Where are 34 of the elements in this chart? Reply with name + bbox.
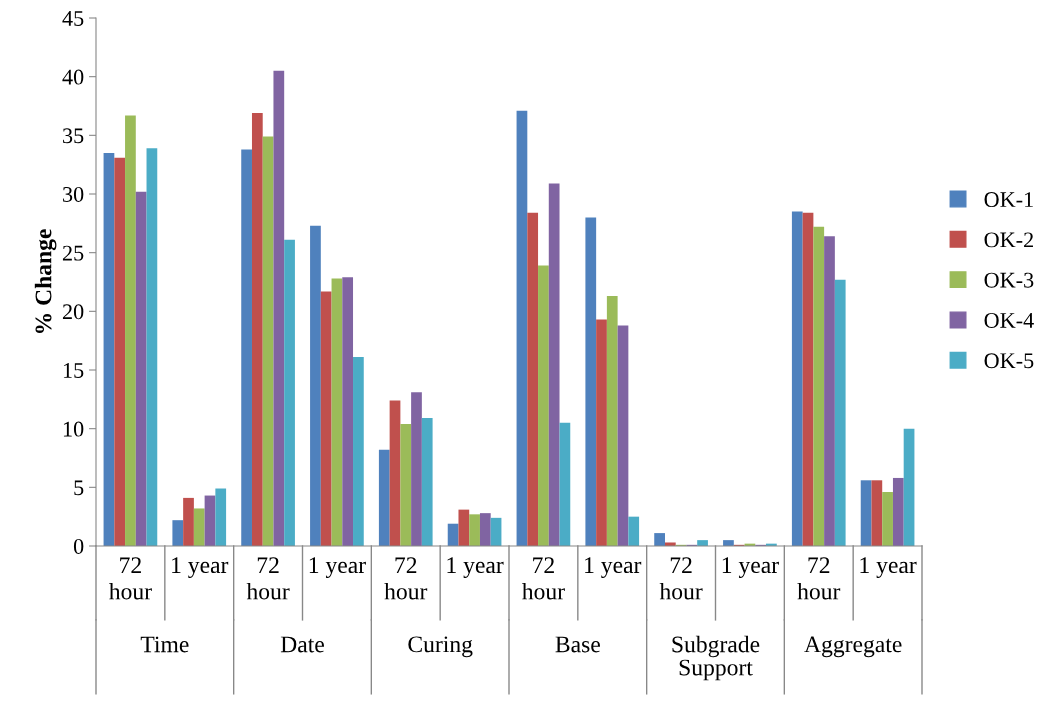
x-tick-label: 72 hour <box>109 557 152 600</box>
text: Base <box>555 636 600 653</box>
x-tick-label: 1 year <box>309 557 366 578</box>
text: Date <box>280 636 324 653</box>
legend-label: OK-3 <box>984 272 1034 288</box>
x-tick-label: 1 year <box>447 557 504 578</box>
text: Aggregate <box>804 636 902 658</box>
x-tick-label: 72 hour <box>797 557 841 600</box>
legend-label: OK-5 <box>984 353 1034 369</box>
y-tick-label: 45 <box>62 11 84 26</box>
y-tick-label: 0 <box>73 538 84 554</box>
x-tick-label: 1 year <box>172 557 229 578</box>
x-tick-label: 72 hour <box>659 557 703 600</box>
legend-label: OK-2 <box>984 232 1033 248</box>
y-tick-label: 40 <box>62 69 84 85</box>
y-tick-label: 10 <box>63 421 84 437</box>
y-tick-label: 30 <box>63 186 84 202</box>
x-tick-label: 1 year <box>585 557 642 578</box>
legend-label: OK-1 <box>984 192 1033 208</box>
x-tick-label: 1 year <box>722 557 779 578</box>
text: Curing <box>408 636 473 658</box>
text: Time <box>140 636 189 653</box>
x-tick-label: 72 hour <box>522 557 565 600</box>
y-tick-label: 5 <box>74 480 84 496</box>
x-tick-label: 72 hour <box>246 557 290 600</box>
y-tick-label: 15 <box>63 363 84 378</box>
x-tick-label: 1 year <box>860 557 917 578</box>
y-axis-title: % Change <box>34 229 57 334</box>
x-tick-label: 72 hour <box>384 557 428 600</box>
y-tick-label: 20 <box>62 304 84 320</box>
y-tick-label: 35 <box>63 128 84 144</box>
y-tick-label: 25 <box>62 245 84 261</box>
text: Subgrade Support <box>672 635 760 681</box>
legend-label: OK-4 <box>984 312 1034 328</box>
